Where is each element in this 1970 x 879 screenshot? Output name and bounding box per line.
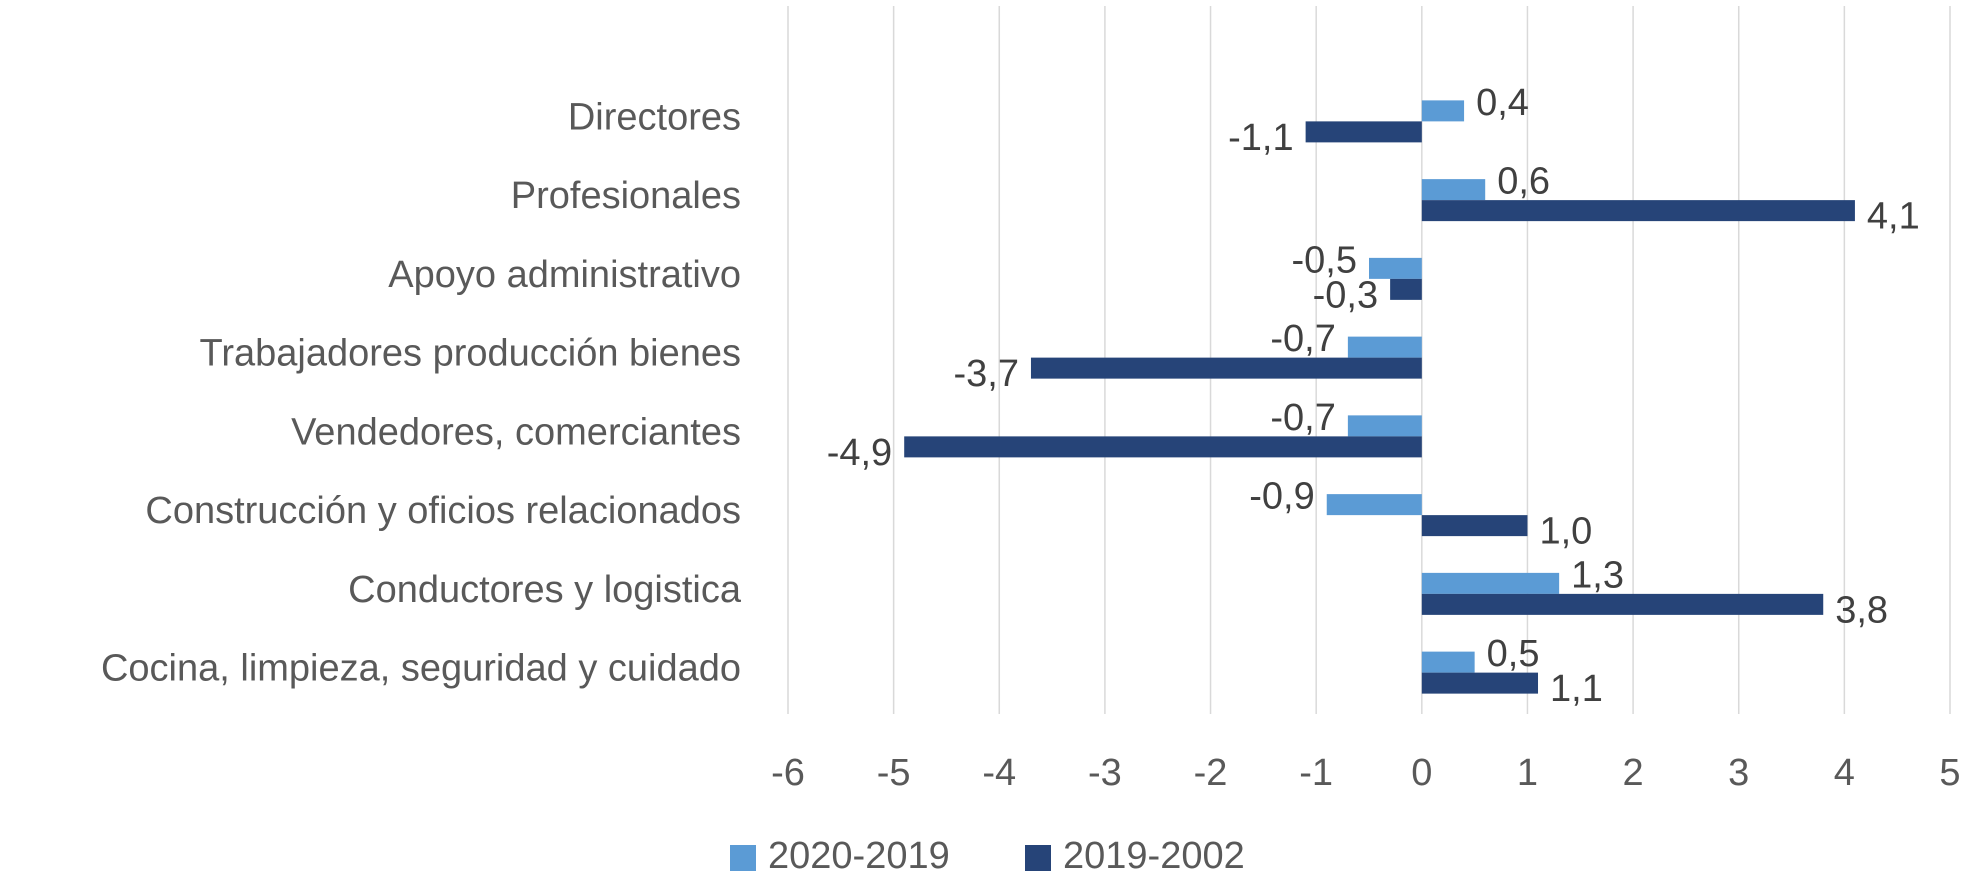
x-tick-label: -2 xyxy=(1194,752,1228,794)
legend-label: 2020-2019 xyxy=(768,835,950,874)
bar xyxy=(1369,257,1422,279)
legend-label: 2019-2002 xyxy=(1063,835,1245,874)
bar xyxy=(1421,200,1855,222)
x-tick-label: -4 xyxy=(982,752,1016,794)
x-tick-label: -6 xyxy=(771,752,805,794)
legend-swatch xyxy=(1025,845,1051,871)
data-label: 0,5 xyxy=(1487,633,1540,675)
bar xyxy=(1390,278,1422,300)
data-label: -0,5 xyxy=(1292,239,1357,281)
category-label: Trabajadores producción bienes xyxy=(200,333,741,375)
data-label: -0,7 xyxy=(1270,318,1335,360)
x-tick-label: 5 xyxy=(1939,752,1960,794)
x-tick-label: -5 xyxy=(877,752,911,794)
category-label: Cocina, limpieza, seguridad y cuidado xyxy=(101,648,741,690)
data-label: 1,1 xyxy=(1550,668,1603,710)
x-tick-label: -1 xyxy=(1299,752,1333,794)
data-label: 0,4 xyxy=(1476,82,1529,124)
bar xyxy=(1347,336,1422,358)
category-label: Construcción y oficios relacionados xyxy=(145,490,741,532)
data-label: 1,3 xyxy=(1571,554,1624,596)
bar xyxy=(1421,515,1528,537)
category-label: Directores xyxy=(568,96,741,138)
bar xyxy=(1421,651,1475,673)
bar xyxy=(1347,415,1422,437)
x-tick-label: 0 xyxy=(1411,752,1432,794)
category-label: Conductores y logistica xyxy=(348,569,742,611)
bar xyxy=(1305,121,1422,143)
category-label: Vendedores, comerciantes xyxy=(291,411,741,453)
data-label: 1,0 xyxy=(1539,511,1592,553)
data-label: -1,1 xyxy=(1228,117,1293,159)
bar xyxy=(1421,593,1824,615)
data-label: -3,7 xyxy=(953,353,1018,395)
bar xyxy=(1030,357,1422,379)
data-label: 3,8 xyxy=(1835,589,1888,631)
x-tick-label: 2 xyxy=(1623,752,1644,794)
data-label: -0,7 xyxy=(1270,397,1335,439)
data-label: -0,3 xyxy=(1313,274,1378,316)
x-tick-label: 1 xyxy=(1517,752,1538,794)
bar xyxy=(1421,672,1539,694)
x-tick-label: -3 xyxy=(1088,752,1122,794)
data-label: 0,6 xyxy=(1497,161,1550,203)
category-label: Profesionales xyxy=(511,175,741,217)
category-label: Apoyo administrativo xyxy=(388,254,741,296)
bar xyxy=(1421,572,1560,594)
data-label: 4,1 xyxy=(1867,196,1920,238)
bar xyxy=(1421,179,1486,201)
bar xyxy=(904,436,1422,458)
bar xyxy=(1421,100,1465,122)
legend-swatch xyxy=(730,845,756,871)
data-label: -4,9 xyxy=(827,432,892,474)
x-tick-label: 4 xyxy=(1834,752,1855,794)
data-label: -0,9 xyxy=(1249,476,1314,518)
x-tick-label: 3 xyxy=(1728,752,1749,794)
bar xyxy=(1326,494,1422,516)
